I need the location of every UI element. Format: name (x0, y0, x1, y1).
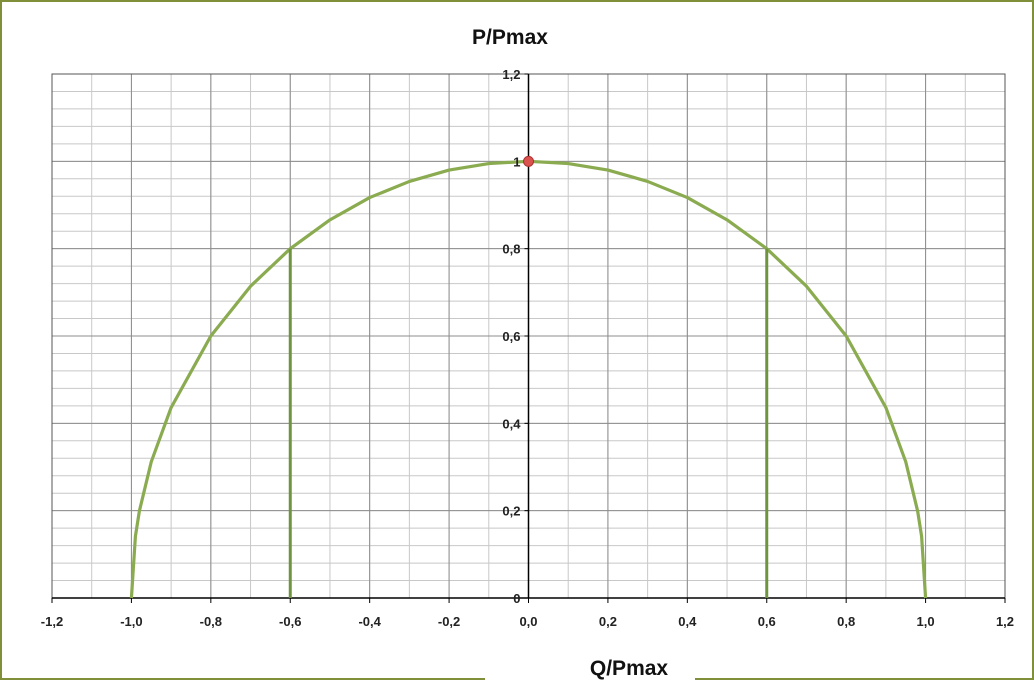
y-tick-label: 1 (513, 154, 520, 169)
x-tick-label: -1,0 (120, 614, 142, 629)
x-tick-label: 0,8 (837, 614, 855, 629)
operating-point-marker (523, 155, 534, 167)
y-tick-label: 0 (513, 591, 520, 606)
x-tick-label: -0,8 (200, 614, 222, 629)
axes (51, 73, 1006, 603)
y-tick-label: 0,2 (502, 504, 520, 519)
y-tick-label: 0,6 (502, 329, 520, 344)
y-tick-label: 0,8 (502, 242, 520, 257)
x-tick-label: 1,0 (917, 614, 935, 629)
y-tick-labels: 0 0,2 0,4 0,6 0,8 1 1,2 (502, 67, 521, 606)
marker-layer (523, 155, 534, 167)
x-tick-label: -1,2 (41, 614, 63, 629)
x-tick-label: -0,6 (279, 614, 301, 629)
x-tick-label: 0,4 (678, 614, 697, 629)
x-axis-title-background (485, 653, 695, 681)
x-tick-label: -0,4 (358, 614, 381, 629)
x-tick-labels: -1,2 -1,0 -0,8 -0,6 -0,4 -0,2 0,0 0,2 0,4 0,6 0,8 1… (41, 614, 1014, 629)
x-tick-label: -0,2 (438, 614, 460, 629)
x-tick-label: 0,0 (519, 614, 537, 629)
x-tick-label: 1,2 (996, 614, 1014, 629)
x-tick-label: 0,2 (599, 614, 617, 629)
y-tick-label: 0,4 (502, 416, 521, 431)
y-tick-label: 1,2 (502, 67, 520, 82)
x-tick-label: 0,6 (758, 614, 776, 629)
y-axis-title: P/Pmax (472, 26, 548, 49)
x-axis-title: Q/Pmax (590, 657, 669, 680)
